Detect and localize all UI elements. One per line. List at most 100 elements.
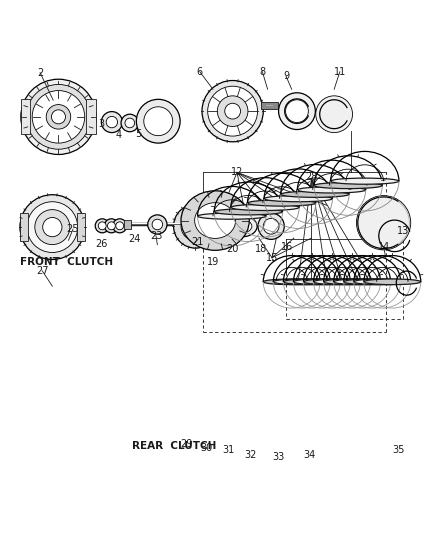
- Circle shape: [101, 111, 122, 133]
- Text: 33: 33: [272, 452, 284, 462]
- Circle shape: [224, 103, 240, 119]
- Ellipse shape: [263, 279, 319, 285]
- Circle shape: [217, 96, 247, 126]
- Ellipse shape: [214, 209, 282, 215]
- Text: 25: 25: [67, 224, 79, 235]
- Circle shape: [21, 79, 96, 155]
- Ellipse shape: [197, 213, 265, 219]
- Text: 9: 9: [283, 71, 288, 81]
- Text: 35: 35: [392, 445, 404, 455]
- Circle shape: [106, 116, 117, 128]
- Ellipse shape: [283, 279, 339, 285]
- Circle shape: [180, 212, 209, 241]
- Circle shape: [51, 110, 65, 124]
- Text: 27: 27: [36, 266, 49, 276]
- Text: 23: 23: [149, 231, 162, 241]
- Bar: [21, 99, 30, 134]
- Circle shape: [104, 219, 118, 233]
- Text: 5: 5: [135, 129, 141, 139]
- Circle shape: [217, 220, 230, 232]
- Bar: [20, 213, 28, 241]
- Text: 29: 29: [180, 439, 192, 449]
- Text: 16: 16: [281, 242, 293, 252]
- Circle shape: [148, 215, 166, 234]
- Text: 8: 8: [259, 67, 265, 77]
- Text: 18: 18: [254, 244, 267, 254]
- Circle shape: [46, 104, 71, 129]
- Circle shape: [152, 219, 162, 230]
- Circle shape: [278, 93, 314, 130]
- Ellipse shape: [313, 279, 370, 285]
- Text: ----: ----: [265, 103, 273, 108]
- Circle shape: [263, 219, 279, 234]
- Circle shape: [35, 209, 70, 245]
- Ellipse shape: [194, 203, 235, 238]
- Circle shape: [116, 222, 124, 230]
- Ellipse shape: [247, 200, 315, 206]
- Text: 2: 2: [37, 68, 43, 78]
- Text: FRONT  CLUTCH: FRONT CLUTCH: [20, 257, 113, 267]
- Ellipse shape: [293, 279, 350, 285]
- Circle shape: [207, 86, 257, 136]
- Text: 31: 31: [222, 445, 234, 455]
- Circle shape: [191, 222, 199, 230]
- Circle shape: [144, 107, 172, 136]
- Text: 21: 21: [191, 237, 203, 247]
- Text: 34: 34: [302, 450, 314, 459]
- Text: 3: 3: [98, 119, 104, 130]
- Circle shape: [27, 201, 78, 253]
- Text: 30: 30: [200, 443, 212, 453]
- Ellipse shape: [323, 279, 380, 285]
- Text: 13: 13: [396, 227, 409, 237]
- Circle shape: [113, 219, 127, 233]
- Circle shape: [95, 219, 109, 233]
- Text: 24: 24: [128, 235, 140, 244]
- Ellipse shape: [264, 196, 332, 201]
- Circle shape: [201, 80, 263, 142]
- Bar: [86, 99, 96, 134]
- Circle shape: [356, 196, 410, 250]
- Text: 28: 28: [304, 172, 317, 182]
- Circle shape: [136, 99, 180, 143]
- Text: 32: 32: [244, 450, 256, 459]
- Ellipse shape: [180, 191, 249, 251]
- Text: 4: 4: [116, 130, 122, 140]
- Text: 20: 20: [226, 244, 238, 254]
- Ellipse shape: [303, 279, 360, 285]
- Bar: [124, 220, 131, 229]
- Circle shape: [32, 91, 85, 143]
- Ellipse shape: [330, 178, 398, 184]
- Text: 26: 26: [95, 239, 107, 249]
- Circle shape: [173, 204, 217, 248]
- Circle shape: [212, 215, 234, 237]
- Text: 19: 19: [206, 257, 219, 267]
- Text: 11: 11: [333, 67, 345, 77]
- Ellipse shape: [333, 279, 390, 285]
- Ellipse shape: [343, 279, 400, 285]
- Circle shape: [258, 213, 284, 239]
- Bar: [77, 213, 85, 241]
- Text: 6: 6: [196, 67, 202, 77]
- Circle shape: [42, 217, 62, 237]
- Ellipse shape: [227, 216, 257, 237]
- Ellipse shape: [280, 191, 348, 197]
- Ellipse shape: [273, 279, 329, 285]
- Circle shape: [98, 222, 106, 230]
- Circle shape: [187, 219, 203, 234]
- Bar: [260, 102, 278, 109]
- Circle shape: [125, 118, 134, 128]
- Ellipse shape: [353, 279, 410, 285]
- Circle shape: [121, 114, 138, 132]
- Circle shape: [285, 100, 307, 123]
- Circle shape: [315, 96, 352, 133]
- Text: 15: 15: [265, 253, 278, 263]
- Ellipse shape: [363, 279, 420, 285]
- Ellipse shape: [297, 187, 365, 193]
- Circle shape: [26, 84, 91, 149]
- Ellipse shape: [313, 182, 381, 189]
- Ellipse shape: [230, 204, 298, 211]
- Circle shape: [107, 222, 115, 230]
- Circle shape: [20, 195, 85, 260]
- Text: 14: 14: [377, 242, 389, 252]
- Text: REAR  CLUTCH: REAR CLUTCH: [132, 441, 216, 451]
